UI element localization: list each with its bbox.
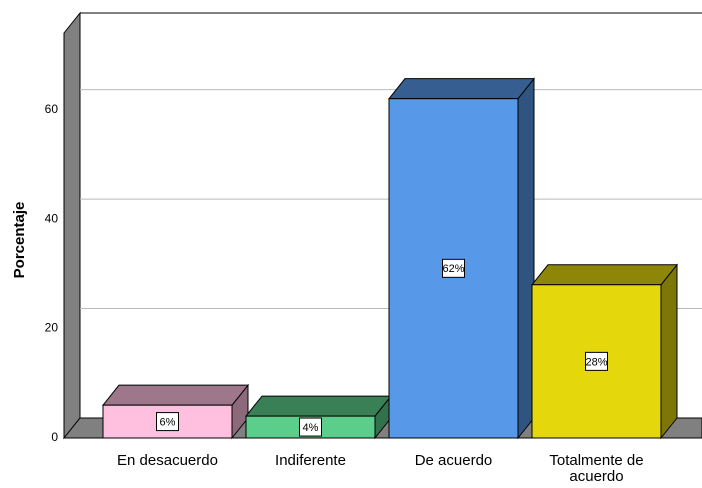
y-tick-label: 60 bbox=[45, 102, 59, 116]
bar-top bbox=[530, 264, 679, 286]
y-axis-label: Porcentaje bbox=[11, 202, 28, 279]
bar-top bbox=[101, 384, 250, 406]
bar bbox=[388, 98, 519, 439]
value-label-box bbox=[156, 412, 179, 432]
y-tick-label: 40 bbox=[45, 211, 59, 225]
bar-top bbox=[387, 78, 536, 100]
value-label: 62% bbox=[442, 263, 464, 275]
x-tick-label: En desacuerdo bbox=[117, 452, 218, 469]
y-tick-label: 0 bbox=[51, 430, 58, 444]
x-tick-label: Totalmente de acuerdo bbox=[549, 452, 644, 485]
x-tick-label: Indiferente bbox=[275, 452, 346, 469]
bar-top bbox=[244, 395, 393, 417]
value-label: 4% bbox=[303, 422, 319, 434]
x-tick-label: De acuerdo bbox=[414, 452, 493, 469]
value-label-box bbox=[442, 258, 465, 278]
value-label: 6% bbox=[160, 416, 176, 428]
bar-side bbox=[660, 263, 678, 440]
value-label-box bbox=[299, 417, 322, 437]
value-label-box bbox=[585, 351, 608, 371]
left-wall bbox=[63, 11, 81, 440]
value-label: 28% bbox=[585, 356, 607, 368]
y-tick-label: 20 bbox=[45, 321, 59, 335]
